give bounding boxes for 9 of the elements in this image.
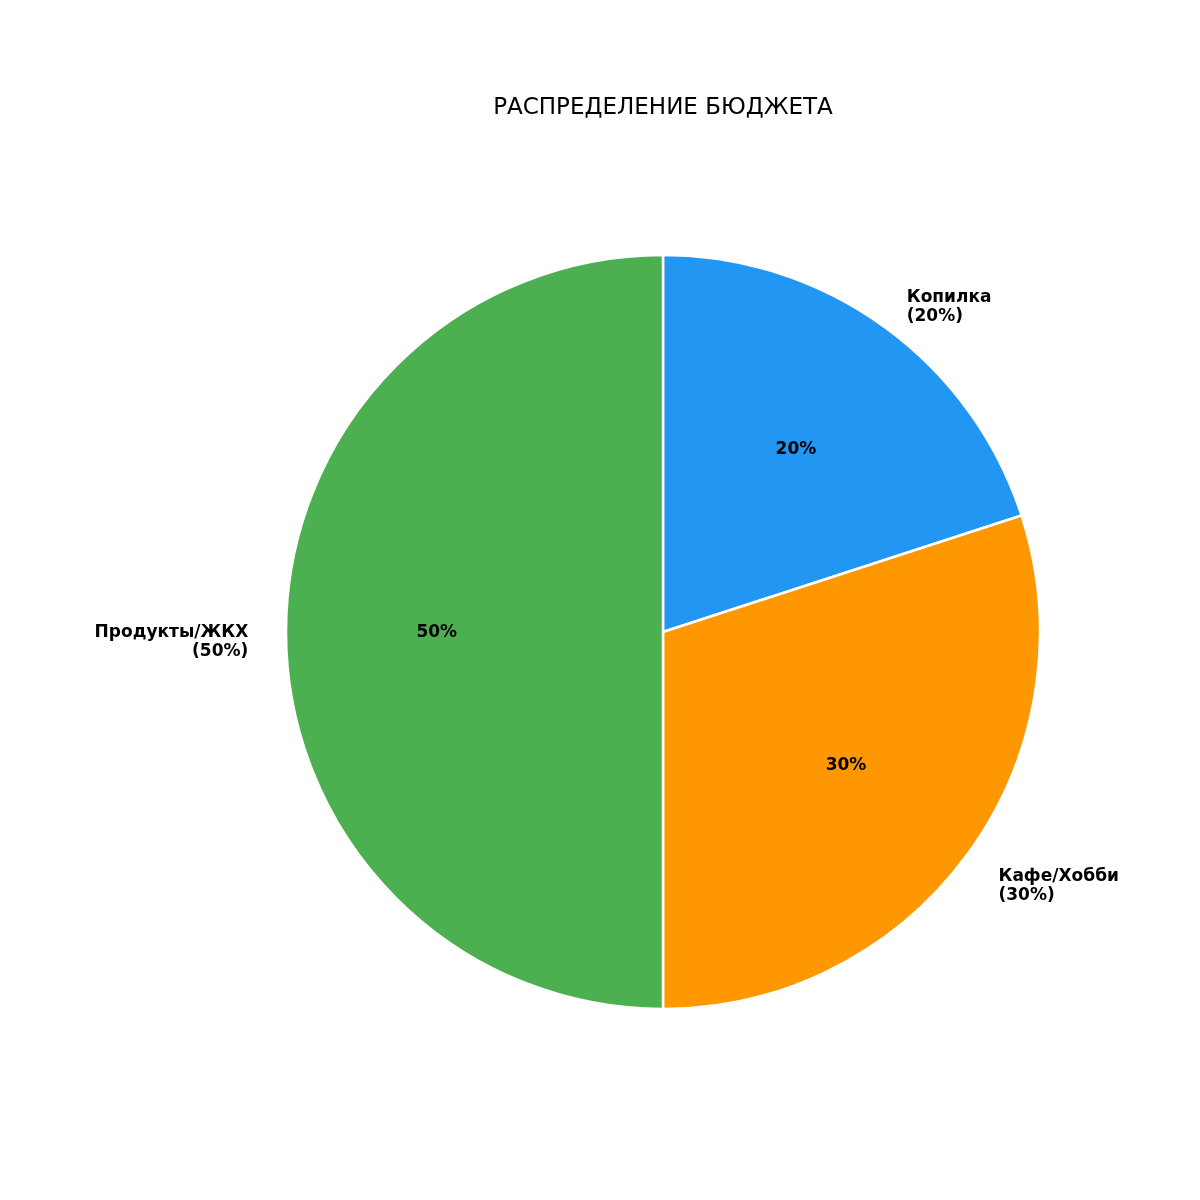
slice-label: Копилка <box>906 285 992 306</box>
data-label: 30% <box>825 753 867 774</box>
text: (50%) <box>192 640 249 660</box>
text: (20%) <box>906 304 963 325</box>
chart-title: РАСПРЕДЕЛЕНИЕ БЮДЖЕТА <box>493 93 834 119</box>
slice-label: Кафе/Хобби <box>998 864 1119 885</box>
data-label: 50% <box>416 621 458 641</box>
data-label: 20% <box>775 438 817 458</box>
slice-label: Продукты/ЖКХ <box>94 621 249 641</box>
